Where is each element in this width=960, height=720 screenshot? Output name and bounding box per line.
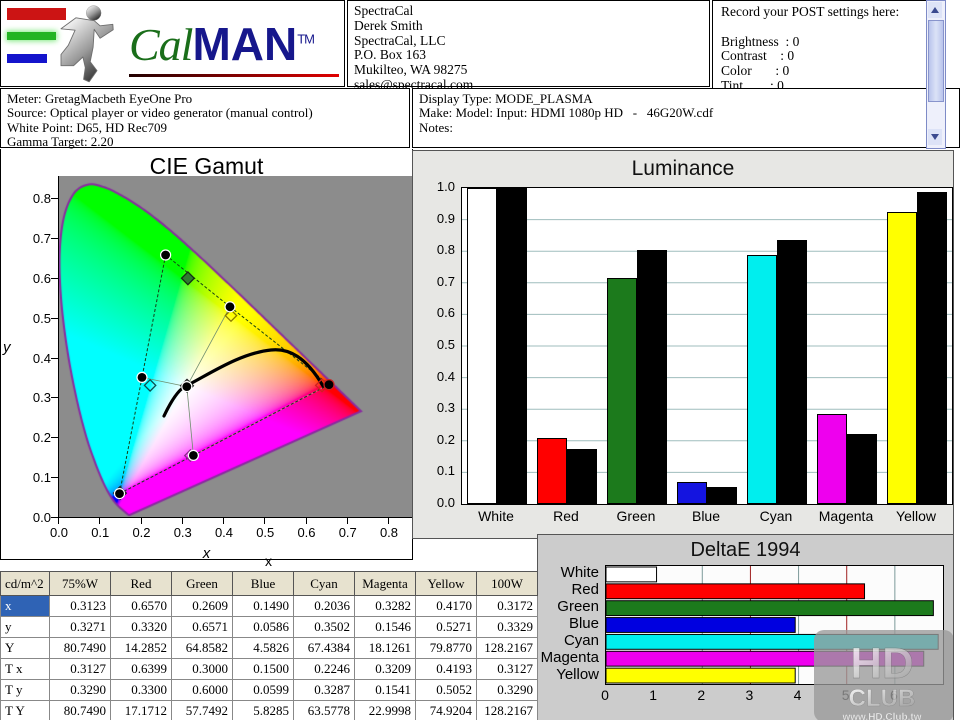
svg-text:CLUB: CLUB — [849, 685, 916, 712]
svg-text:HD: HD — [850, 639, 914, 688]
svg-text:www.HD.Club.tw: www.HD.Club.tw — [841, 712, 921, 720]
